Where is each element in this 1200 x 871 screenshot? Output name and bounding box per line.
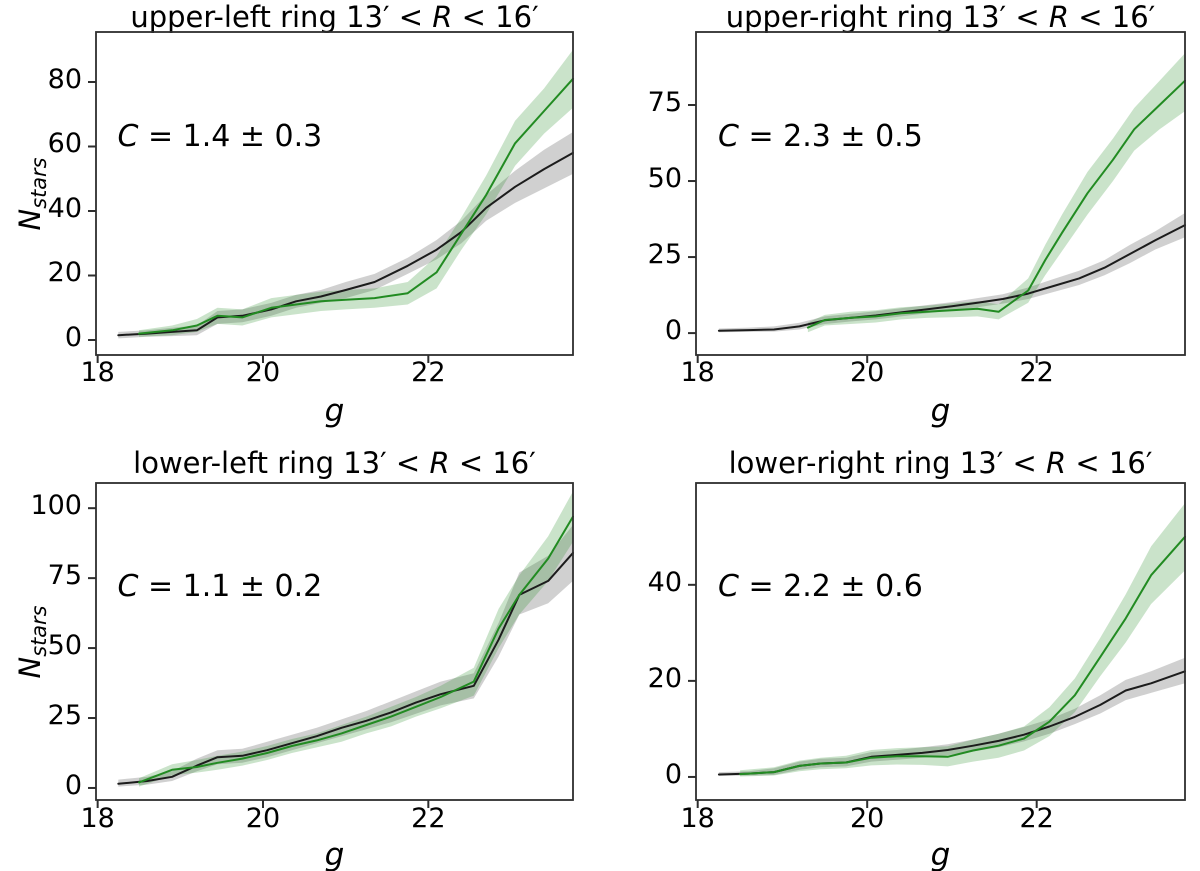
chart-svg-lower-left [88, 482, 574, 808]
ylabel-subscript: stars [26, 156, 51, 209]
ring-field-line [138, 515, 574, 784]
title-lower-right-part-1: R [1046, 446, 1067, 480]
x-tick-label: 20 [245, 803, 281, 834]
y-tick-label: 75 [47, 560, 82, 592]
annotation-upper-right-part-1: = 2.3 ± 0.5 [738, 119, 923, 155]
confidence-annotation-upper-right: C = 2.3 ± 0.5 [718, 119, 923, 154]
ylabel-subscript: stars [26, 604, 51, 657]
axes-frame [95, 31, 574, 356]
background-field-band [118, 132, 574, 339]
x-tick-label: 20 [850, 357, 885, 388]
title-upper-right-part-0: upper-right ring 13′ < [725, 0, 1049, 34]
annotation-lower-right-part-0: C [718, 568, 739, 604]
panel-title-lower-left: lower-left ring 13′ < R < 16′ [133, 446, 536, 480]
chart-svg-upper-right [688, 31, 1186, 363]
title-upper-left-part-0: upper-left ring 13′ < [130, 0, 433, 34]
ylabel-main: N [13, 656, 48, 679]
chart-svg-upper-left [88, 31, 574, 363]
y-tick-label: 75 [647, 86, 682, 118]
annotation-lower-left-part-0: C [117, 568, 139, 604]
x-tick-label: 22 [1019, 803, 1054, 834]
annotation-lower-left-part-1: = 1.1 ± 0.2 [138, 568, 323, 604]
y-tick-label: 40 [47, 192, 82, 224]
title-upper-left-part-2: < 16′ [452, 0, 539, 34]
ring-field-band [807, 53, 1185, 333]
x-tick-label: 18 [680, 803, 715, 834]
y-tick-label: 0 [64, 322, 82, 353]
y-tick-label: 60 [47, 128, 82, 160]
y-tick-label: 0 [664, 758, 682, 790]
confidence-annotation-upper-left: C = 1.4 ± 0.3 [117, 119, 322, 154]
x-axis-label-upper-right: g [930, 393, 951, 429]
x-tick-label: 18 [80, 803, 115, 834]
y-tick-label: 25 [647, 239, 682, 271]
background-field-band [118, 525, 574, 787]
y-tick-label: 100 [30, 490, 82, 522]
x-tick-label: 22 [411, 357, 446, 388]
ring-field-band [139, 491, 573, 787]
annotation-upper-right-part-0: C [718, 119, 739, 155]
y-tick-label: 20 [47, 257, 82, 289]
title-lower-left-part-0: lower-left ring 13′ < [133, 446, 430, 480]
ylabel-main: N [13, 208, 48, 231]
title-upper-right-part-1: R [1048, 0, 1070, 34]
y-axis-label-upper-left: Nstars [13, 157, 51, 230]
x-tick-label: 20 [245, 357, 281, 388]
title-upper-right-part-2: < 16′ [1069, 0, 1156, 34]
title-upper-left-part-1: R [432, 0, 453, 34]
confidence-annotation-lower-right: C = 2.2 ± 0.6 [718, 569, 923, 604]
axes-frame [695, 31, 1186, 356]
title-lower-right-part-2: < 16′ [1066, 446, 1153, 480]
y-tick-label: 50 [47, 630, 82, 662]
annotation-upper-left-part-0: C [117, 119, 139, 155]
title-lower-right-part-0: lower-right ring 13′ < [728, 446, 1047, 480]
title-lower-left-part-1: R [429, 446, 450, 480]
x-tick-label: 22 [411, 803, 446, 834]
panel-title-lower-right: lower-right ring 13′ < R < 16′ [729, 446, 1153, 480]
x-axis-label-lower-left: g [324, 837, 345, 871]
axes-frame [95, 482, 574, 801]
chart-svg-lower-right [688, 482, 1186, 808]
annotation-upper-left-part-1: = 1.4 ± 0.3 [138, 119, 323, 155]
y-tick-label: 80 [47, 63, 82, 95]
background-field-line [117, 151, 574, 337]
panel-title-upper-left: upper-left ring 13′ < R < 16′ [130, 0, 538, 34]
ring-field-line [138, 77, 574, 335]
x-tick-label: 20 [850, 803, 885, 834]
background-field-line [717, 224, 1186, 332]
y-tick-label: 20 [647, 662, 682, 694]
panel-title-upper-right: upper-right ring 13′ < R < 16′ [726, 0, 1156, 34]
background-field-line [117, 551, 574, 785]
y-tick-label: 40 [647, 566, 682, 598]
confidence-annotation-lower-left: C = 1.1 ± 0.2 [117, 569, 322, 604]
y-tick-label: 0 [64, 769, 82, 801]
annotation-lower-right-part-1: = 2.2 ± 0.6 [738, 568, 923, 604]
x-tick-label: 18 [80, 357, 115, 388]
ring-field-band [740, 503, 1185, 777]
title-lower-left-part-2: < 16′ [449, 446, 536, 480]
ring-field-line [739, 535, 1186, 776]
ring-field-line [806, 79, 1186, 329]
axes-frame [695, 482, 1186, 801]
x-tick-label: 22 [1019, 357, 1054, 388]
y-tick-label: 0 [664, 315, 682, 347]
y-tick-label: 50 [647, 163, 682, 195]
background-field-band [718, 657, 1185, 776]
y-tick-label: 25 [47, 700, 82, 732]
x-tick-label: 18 [680, 357, 715, 388]
x-axis-label-upper-left: g [324, 393, 345, 429]
y-axis-label-lower-left: Nstars [13, 605, 51, 678]
x-axis-label-lower-right: g [930, 837, 951, 871]
